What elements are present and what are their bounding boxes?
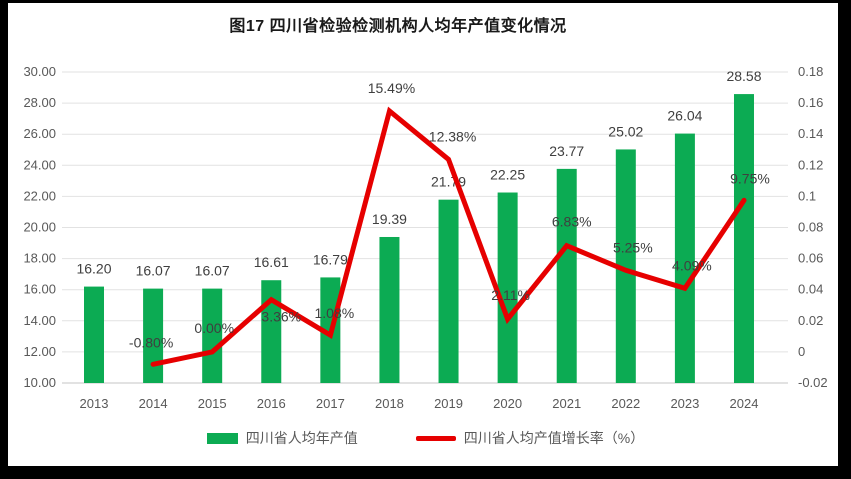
y-axis-left-tick-label: 22.00 [23,188,56,203]
y-axis-right-tick-label: 0.02 [798,313,823,328]
growth-pct-label: 5.25% [613,239,653,255]
bar-2022 [615,149,636,383]
bar-value-label: 28.58 [726,68,761,84]
y-axis-right-tick-label: 0.18 [798,64,823,79]
x-axis-tick-label: 2019 [434,396,463,411]
y-axis-left-tick-label: 12.00 [23,344,56,359]
bar-value-label: 16.79 [313,251,348,267]
bar-2013 [84,286,104,383]
y-axis-left-tick-label: 16.00 [23,282,56,297]
growth-pct-label: 1.08% [315,305,355,321]
x-axis-tick-label: 2013 [80,396,109,411]
chart-panel [8,3,838,466]
bar-value-label: 25.02 [608,123,643,139]
x-axis-tick-label: 2015 [198,396,227,411]
y-axis-right-tick-label: 0.1 [798,188,816,203]
y-axis-right-tick-label: 0.08 [798,220,823,235]
growth-pct-label: 4.09% [672,257,712,273]
bar-2023 [674,133,695,383]
bar-value-label: 23.77 [549,143,584,159]
y-axis-left-tick-label: 20.00 [23,220,56,235]
legend-item-line-series: 四川省人均产值增长率（%） [415,428,645,448]
bar-2019 [438,199,459,383]
bar-value-label: 16.07 [195,263,230,279]
y-axis-left-tick-label: 14.00 [23,313,56,328]
y-axis-right-tick-label: 0.14 [798,126,823,141]
bar-series-swatch-icon [206,432,238,444]
y-axis-left-tick-label: 18.00 [23,251,56,266]
y-axis-left-tick-label: 30.00 [23,64,56,79]
legend-item-bar-series: 四川省人均年产值 [206,428,358,448]
y-axis-right-tick-label: -0.02 [798,375,828,390]
x-axis-tick-label: 2023 [670,396,699,411]
chart-title: 图17 四川省检验检测机构人均年产值变化情况 [229,18,567,35]
y-axis-left-tick-label: 24.00 [23,157,56,172]
x-axis-tick-label: 2024 [730,396,759,411]
bar-2015 [202,288,223,383]
bar-value-label: 16.07 [136,263,171,279]
bar-value-label: 16.20 [76,261,111,277]
bar-value-label: 26.04 [667,108,702,124]
growth-pct-label: -0.80% [129,334,173,350]
growth-pct-label: 12.38% [429,128,476,144]
bar-2020 [497,192,518,383]
growth-pct-label: 15.49% [368,80,415,96]
bar-2021 [556,168,577,383]
bar-value-label: 19.39 [372,211,407,227]
growth-pct-label: 2.11% [491,287,530,303]
x-axis-tick-label: 2014 [139,396,168,411]
y-axis-right-tick-label: 0.12 [798,157,823,172]
x-axis-tick-label: 2020 [493,396,522,411]
bar-2018 [379,236,400,383]
growth-pct-label: 9.75% [730,170,770,186]
bar-2014 [143,288,164,383]
x-axis-tick-label: 2017 [316,396,345,411]
y-axis-left-tick-label: 26.00 [23,126,56,141]
x-axis-tick-label: 2016 [257,396,286,411]
x-axis-tick-label: 2021 [552,396,581,411]
y-axis-left-tick-label: 28.00 [23,95,56,110]
bar-value-label: 22.25 [490,167,525,183]
growth-pct-label: 3.36% [261,309,301,325]
y-axis-right-tick-label: 0.16 [798,95,823,110]
x-axis-tick-label: 2022 [611,396,640,411]
growth-pct-label: 6.83% [552,214,592,230]
y-axis-right-tick-label: 0 [798,344,805,359]
y-axis-right-tick-label: 0.04 [798,282,823,297]
bar-2024 [733,94,754,384]
y-axis-right-tick-label: 0.06 [798,251,823,266]
line-series-swatch-icon [415,435,456,441]
x-axis-tick-label: 2018 [375,396,404,411]
y-axis-left-tick-label: 10.00 [23,375,56,390]
growth-rate-line [150,106,747,367]
bar-2016 [261,280,282,383]
legend-line-label: 四川省人均产值增长率（%） [463,430,645,446]
bar-value-label: 16.61 [254,254,289,270]
chart-legend: 四川省人均年产值 四川省人均产值增长率（%） [0,428,851,448]
legend-bar-label: 四川省人均年产值 [245,430,358,446]
growth-pct-label: 0.00% [194,320,234,336]
